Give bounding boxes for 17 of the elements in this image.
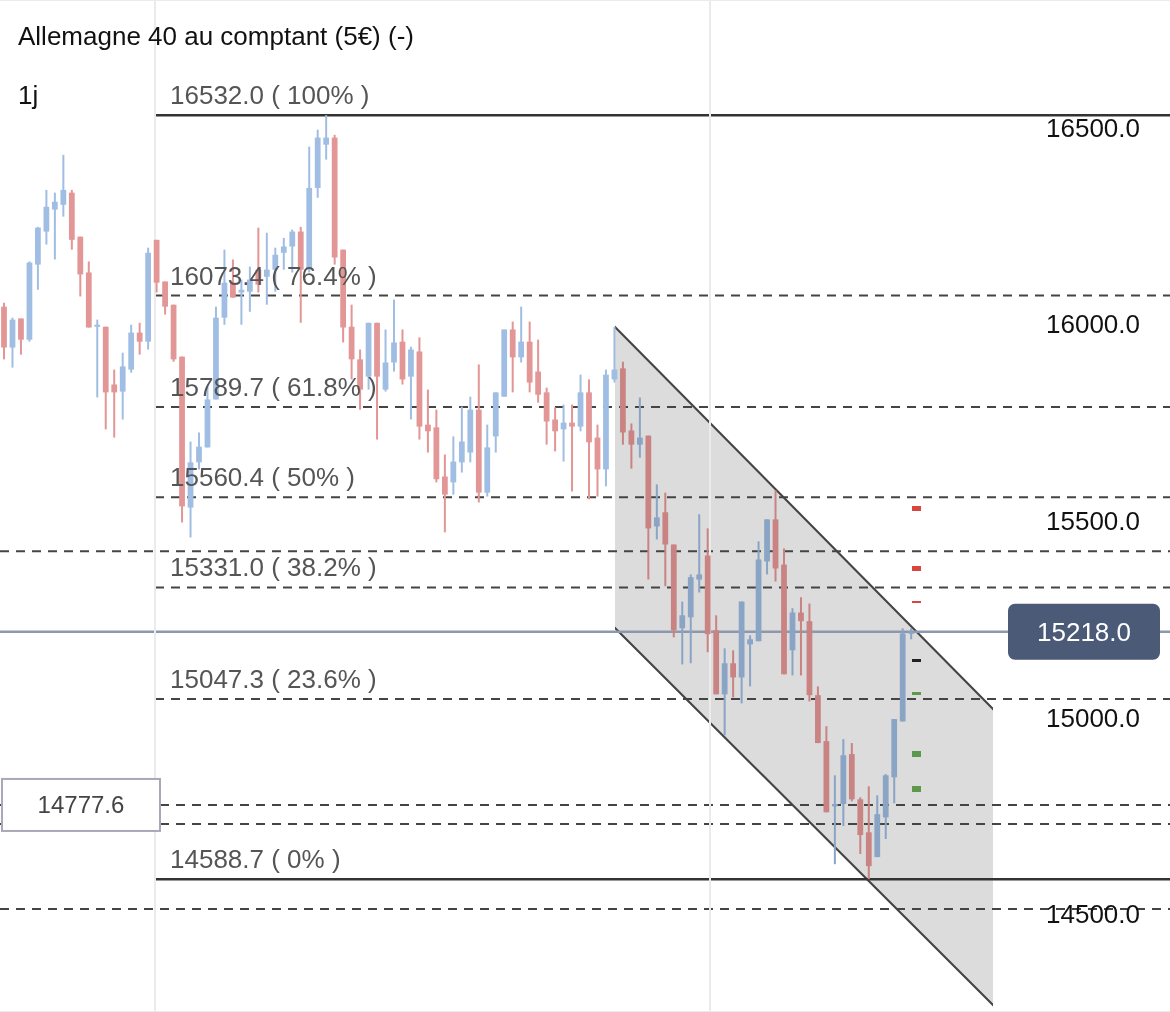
y-tick-label: 14500.0 xyxy=(1046,899,1140,930)
candlestick xyxy=(747,635,753,687)
candlestick xyxy=(569,404,575,492)
annotation: 1j xyxy=(18,80,39,110)
ref-line-label: 14588.7 ( 0% ) xyxy=(170,844,341,875)
y-tick-label: 16500.0 xyxy=(1046,112,1140,143)
annotation: 14777.6 xyxy=(37,791,125,819)
text: Allemagne 40 au comptant (5€) (-) xyxy=(18,21,414,51)
ref-line-label: 15331.0 ( 38.2% ) xyxy=(170,552,377,583)
y-tick-label: 15000.0 xyxy=(1046,702,1140,733)
ref-line-label: 15047.3 ( 23.6% ) xyxy=(170,663,377,694)
candlestick xyxy=(798,597,804,676)
ref-line-label: 16532.0 ( 100% ) xyxy=(170,80,370,111)
candlestick xyxy=(425,389,431,453)
y-tick-label: 15500.0 xyxy=(1046,505,1140,536)
annotation: 15218.0 xyxy=(1037,616,1131,647)
y-tick-label: 16000.0 xyxy=(1046,309,1140,340)
